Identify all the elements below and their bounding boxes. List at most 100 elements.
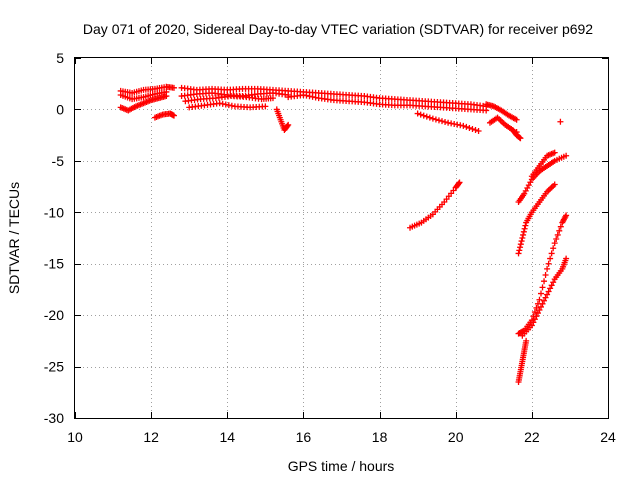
- x-tick-label: 12: [143, 429, 159, 445]
- series-arc-q: [528, 149, 558, 180]
- data-point: [557, 118, 564, 125]
- data-point: [536, 307, 543, 313]
- series-arc-d: [151, 110, 177, 121]
- data-point: [563, 212, 570, 219]
- y-tick-label: -15: [44, 256, 64, 272]
- series-arc-p: [515, 152, 570, 205]
- data-point: [520, 231, 527, 238]
- series-arc-o: [407, 179, 463, 231]
- data-point: [429, 115, 436, 122]
- data-point: [533, 313, 540, 320]
- data-point: [547, 285, 554, 292]
- series-arc-s: [515, 212, 570, 337]
- series-arc-c: [117, 93, 170, 114]
- series-arc-r: [515, 181, 558, 257]
- data-point: [463, 123, 470, 130]
- data-point: [284, 122, 291, 129]
- series-arc-f: [178, 89, 292, 100]
- data-point: [475, 128, 482, 135]
- series-arc-h: [186, 100, 269, 111]
- data-point: [544, 291, 551, 298]
- plot-frame: [74, 57, 609, 419]
- chart-title: Day 071 of 2020, Sidereal Day-to-day VTE…: [83, 21, 593, 37]
- x-axis-title: GPS time / hours: [288, 458, 395, 474]
- series-arc-t: [519, 255, 570, 339]
- data-point: [460, 122, 467, 129]
- data-point: [170, 112, 177, 119]
- data-point: [423, 113, 430, 120]
- series-arc-k: [414, 110, 482, 135]
- data-point: [531, 309, 538, 316]
- y-tick-label: 0: [56, 101, 64, 117]
- data-point: [442, 118, 449, 125]
- series-arc-m: [486, 114, 524, 142]
- data-point: [285, 121, 292, 128]
- data-point: [432, 116, 439, 123]
- x-tick-label: 18: [372, 429, 388, 445]
- y-tick-labels: 5 0 -5 -10 -15 -20 -25 -30: [44, 50, 64, 426]
- data-point: [531, 316, 538, 323]
- data-point: [455, 180, 462, 187]
- data-point: [537, 290, 544, 297]
- series-arc-n: [513, 129, 520, 136]
- x-tick-label: 24: [600, 429, 616, 445]
- data-point: [466, 124, 473, 131]
- data-point: [521, 225, 528, 232]
- y-tick-label: -5: [52, 153, 65, 169]
- x-tick-label: 14: [219, 429, 235, 445]
- data-point: [515, 250, 522, 257]
- series-arc-i: [273, 106, 292, 133]
- data-point: [541, 278, 548, 285]
- data-point: [542, 294, 549, 301]
- data-point: [563, 255, 570, 262]
- data-point: [557, 223, 564, 230]
- data-point: [520, 228, 527, 235]
- data-point: [551, 149, 558, 156]
- series-arc-j: [285, 92, 490, 114]
- data-point: [522, 222, 529, 229]
- data-point: [269, 95, 276, 102]
- data-point: [536, 296, 543, 303]
- series-arc-v: [557, 118, 564, 125]
- data-point: [513, 116, 520, 123]
- data-point: [541, 297, 548, 304]
- data-point: [517, 244, 524, 251]
- data-point: [163, 93, 170, 100]
- data-point: [548, 282, 555, 289]
- data-point: [544, 265, 551, 272]
- data-point: [517, 241, 524, 248]
- data-point: [513, 129, 520, 136]
- data-point: [417, 111, 424, 118]
- data-point: [545, 288, 552, 295]
- data-point: [548, 250, 555, 257]
- data-point: [551, 240, 558, 247]
- y-axis-title: SDTVAR / TECUs: [6, 182, 22, 294]
- data-point: [553, 236, 560, 243]
- data-point: [517, 135, 524, 142]
- data-point: [547, 255, 554, 262]
- data-point: [550, 279, 557, 286]
- series-arc-l: [483, 101, 520, 123]
- x-tick-labels: 10 12 14 16 18 20 22 24: [67, 429, 616, 445]
- data-point: [539, 284, 546, 291]
- data-point: [414, 110, 421, 117]
- data-point: [523, 337, 530, 344]
- y-tick-label: -25: [44, 359, 64, 375]
- x-tick-label: 20: [448, 429, 464, 445]
- data-point: [435, 117, 442, 124]
- axis-ticks: [75, 58, 609, 419]
- data-point: [439, 118, 446, 125]
- data-point: [516, 247, 523, 254]
- data-point: [534, 310, 541, 317]
- data-point: [528, 322, 535, 329]
- data-point: [556, 227, 563, 234]
- data-point: [550, 245, 557, 252]
- data-point: [537, 303, 544, 310]
- data-point: [554, 231, 561, 238]
- y-tick-label: -30: [44, 410, 64, 426]
- data-point: [519, 235, 526, 241]
- x-tick-label: 22: [524, 429, 540, 445]
- data-point: [420, 112, 427, 119]
